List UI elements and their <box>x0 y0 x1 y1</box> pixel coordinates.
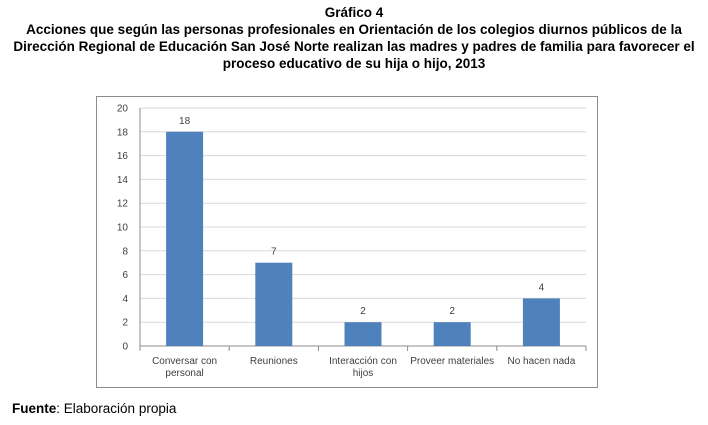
data-label: 7 <box>271 247 277 258</box>
bar <box>522 298 560 346</box>
y-tick-label: 16 <box>117 151 129 162</box>
data-label: 4 <box>539 282 545 293</box>
x-tick-label: Reuniones <box>250 356 298 367</box>
bar <box>433 322 471 346</box>
y-tick-label: 6 <box>122 270 128 281</box>
y-tick-label: 12 <box>117 199 129 210</box>
source-label: Fuente <box>12 401 57 416</box>
data-label: 2 <box>360 306 366 317</box>
chart-heading: Gráfico 4 Acciones que según las persona… <box>0 4 708 72</box>
y-tick-label: 0 <box>122 342 128 353</box>
bar <box>166 131 204 346</box>
y-tick-label: 20 <box>117 104 129 115</box>
x-tick-label: personal <box>165 368 203 379</box>
chart-title: Acciones que según las personas profesio… <box>13 22 695 71</box>
data-label: 2 <box>449 306 455 317</box>
y-tick-label: 8 <box>122 246 128 257</box>
y-tick-label: 4 <box>122 294 128 305</box>
source-text: : Elaboración propia <box>56 401 177 416</box>
bar <box>255 262 293 346</box>
x-tick-label: No hacen nada <box>507 356 575 367</box>
x-tick-label: Conversar con <box>152 356 217 367</box>
bar <box>344 322 382 346</box>
source-note: Fuente: Elaboración propia <box>12 401 176 416</box>
x-tick-label: Interacción con <box>329 356 397 367</box>
y-tick-label: 14 <box>117 175 129 186</box>
data-label: 18 <box>179 116 191 127</box>
y-tick-label: 2 <box>122 318 128 329</box>
x-tick-label: hijos <box>353 368 374 379</box>
figure-label: Gráfico 4 <box>324 5 384 20</box>
y-tick-label: 10 <box>117 223 129 234</box>
y-tick-label: 18 <box>117 127 129 138</box>
x-tick-label: Proveer materiales <box>410 356 494 367</box>
